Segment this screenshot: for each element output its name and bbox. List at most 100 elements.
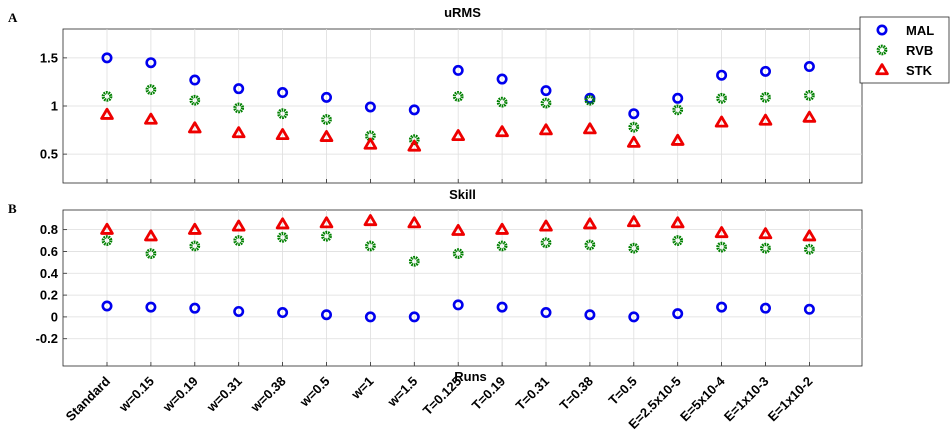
marker-mal bbox=[320, 91, 332, 103]
marker-rvb bbox=[672, 235, 684, 246]
marker-stk bbox=[758, 113, 773, 126]
marker-mal bbox=[233, 305, 245, 317]
legend-box bbox=[859, 16, 950, 84]
marker-rvb bbox=[189, 240, 201, 252]
marker-stk bbox=[451, 223, 466, 236]
x-tick-label: Standard bbox=[63, 373, 113, 423]
marker-rvb bbox=[584, 239, 596, 251]
x-tick-label: w=1 bbox=[348, 374, 377, 403]
marker-rvb bbox=[145, 248, 157, 260]
marker-rvb bbox=[672, 104, 684, 116]
legend-label-stk: STK bbox=[906, 63, 933, 78]
marker-mal bbox=[672, 92, 684, 104]
marker-stk bbox=[187, 121, 202, 134]
y-tick-label: 0 bbox=[51, 309, 58, 324]
marker-stk bbox=[407, 216, 422, 229]
marker-mal bbox=[584, 309, 596, 321]
marker-rvb bbox=[233, 235, 245, 246]
marker-stk bbox=[363, 214, 378, 227]
marker-mal bbox=[145, 301, 157, 313]
x-tick-label: T=0.38 bbox=[557, 374, 596, 413]
x-tick-label: w=0.5 bbox=[296, 374, 333, 411]
y-tick-label: 0.5 bbox=[40, 147, 58, 162]
marker-stk bbox=[407, 139, 422, 152]
marker-rvb bbox=[101, 90, 113, 102]
marker-mal bbox=[452, 64, 464, 76]
marker-stk bbox=[670, 133, 685, 146]
axes-box bbox=[62, 209, 863, 367]
y-tick-label: 1.5 bbox=[40, 50, 58, 65]
marker-rvb bbox=[760, 91, 771, 103]
marker-rvb bbox=[628, 242, 640, 254]
marker-mal bbox=[540, 307, 552, 319]
x-tick-label: w=0.31 bbox=[203, 374, 245, 416]
marker-mal bbox=[496, 73, 508, 85]
marker-stk bbox=[319, 129, 334, 142]
marker-mal bbox=[628, 311, 640, 323]
marker-stk bbox=[758, 227, 773, 240]
marker-stk bbox=[539, 123, 553, 136]
marker-stk bbox=[144, 229, 158, 242]
marker-mal bbox=[716, 301, 728, 313]
marker-mal bbox=[803, 61, 815, 73]
marker-rvb bbox=[277, 231, 289, 243]
marker-mal bbox=[540, 85, 552, 97]
marker-stk bbox=[100, 107, 114, 120]
marker-mal bbox=[101, 300, 113, 312]
marker-rvb bbox=[189, 94, 201, 106]
legend-marker-mal bbox=[876, 24, 888, 36]
marker-stk bbox=[670, 216, 685, 229]
marker-rvb bbox=[233, 102, 245, 114]
marker-rvb bbox=[452, 248, 464, 260]
marker-stk bbox=[802, 229, 817, 242]
marker-stk bbox=[100, 222, 114, 235]
y-tick-label: 0.6 bbox=[40, 244, 58, 259]
panel-title: Skill bbox=[449, 187, 476, 202]
x-tick-label: w=1.5 bbox=[384, 374, 421, 411]
marker-mal bbox=[364, 101, 376, 113]
marker-mal bbox=[408, 104, 420, 116]
y-tick-label: -0.2 bbox=[36, 331, 58, 346]
marker-mal bbox=[101, 52, 113, 64]
marker-mal bbox=[672, 308, 684, 320]
marker-rvb bbox=[716, 92, 727, 104]
marker-stk bbox=[495, 222, 509, 235]
y-tick-label: 0.4 bbox=[40, 266, 59, 281]
marker-stk bbox=[319, 216, 334, 229]
marker-stk bbox=[231, 126, 246, 139]
marker-stk bbox=[627, 135, 641, 148]
legend-marker-stk bbox=[875, 63, 889, 76]
marker-rvb bbox=[584, 94, 596, 106]
marker-rvb bbox=[804, 243, 815, 255]
marker-stk bbox=[451, 129, 466, 142]
marker-stk bbox=[714, 226, 729, 239]
marker-rvb bbox=[365, 240, 376, 252]
marker-stk bbox=[714, 115, 729, 128]
marker-rvb bbox=[496, 240, 508, 252]
y-tick-label: 0.8 bbox=[40, 222, 58, 237]
x-tick-label: w=0.15 bbox=[115, 374, 157, 416]
marker-stk bbox=[495, 125, 509, 138]
marker-rvb bbox=[101, 235, 113, 246]
marker-mal bbox=[189, 302, 201, 314]
x-tick-label: w=0.19 bbox=[159, 374, 201, 416]
marker-rvb bbox=[321, 114, 332, 125]
marker-rvb bbox=[540, 237, 552, 249]
marker-mal bbox=[277, 87, 289, 99]
marker-mal bbox=[496, 301, 508, 313]
legend-marker-rvb bbox=[876, 44, 888, 56]
marker-stk bbox=[802, 110, 817, 123]
x-tick-label: T=0.5 bbox=[606, 374, 640, 408]
marker-mal bbox=[189, 74, 201, 86]
x-tick-label: E=5x10-4 bbox=[677, 373, 728, 424]
x-tick-label: E=1x10-3 bbox=[721, 374, 772, 425]
y-tick-label: 1 bbox=[51, 99, 58, 114]
panel-title: uRMS bbox=[444, 5, 481, 20]
marker-stk bbox=[539, 219, 553, 232]
marker-rvb bbox=[804, 90, 815, 101]
marker-stk bbox=[627, 215, 641, 228]
x-tick-label: T=0.31 bbox=[513, 374, 552, 413]
marker-mal bbox=[628, 108, 640, 120]
marker-mal bbox=[277, 307, 289, 319]
